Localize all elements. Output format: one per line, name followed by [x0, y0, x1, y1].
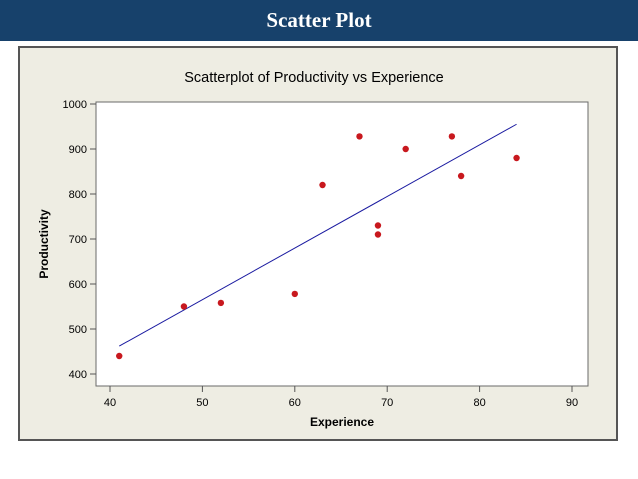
x-axis: 40 50 60 70 80 90 [104, 386, 578, 409]
y-tick-label: 1000 [63, 99, 87, 111]
data-point [457, 172, 465, 180]
data-point [356, 133, 363, 140]
y-tick-label: 800 [69, 189, 87, 201]
data-point [402, 145, 409, 153]
x-tick-label: 80 [473, 397, 485, 409]
x-tick-label: 40 [104, 397, 116, 409]
slide-header: Scatter Plot [0, 0, 638, 41]
y-tick-label: 500 [69, 324, 87, 336]
x-tick-label: 60 [289, 397, 301, 409]
data-point [374, 222, 382, 229]
plot-area [95, 101, 589, 387]
data-point [217, 299, 225, 307]
data-point [180, 303, 188, 310]
scatter-chart: Scatterplot of Productivity vs Experienc… [37, 70, 589, 429]
data-point [116, 352, 123, 360]
data-point [513, 154, 520, 162]
chart-frame: Scatterplot of Productivity vs Experienc… [18, 46, 618, 441]
data-point [291, 290, 298, 298]
x-tick-label: 50 [196, 397, 208, 409]
data-point [448, 133, 456, 140]
data-point [374, 231, 382, 238]
x-axis-label: Experience [310, 415, 374, 429]
y-axis: 400 500 600 700 800 900 1000 [63, 99, 96, 381]
y-tick-label: 700 [69, 234, 87, 246]
slide-title: Scatter Plot [266, 8, 372, 32]
x-tick-label: 70 [381, 397, 393, 409]
x-tick-label: 90 [566, 397, 578, 409]
chart-title: Scatterplot of Productivity vs Experienc… [184, 70, 444, 86]
y-tick-label: 400 [69, 369, 87, 381]
y-tick-label: 600 [69, 279, 87, 291]
y-axis-label: Productivity [37, 209, 51, 279]
y-tick-label: 900 [69, 144, 87, 156]
scatter-points [116, 133, 520, 360]
data-point [319, 181, 326, 189]
